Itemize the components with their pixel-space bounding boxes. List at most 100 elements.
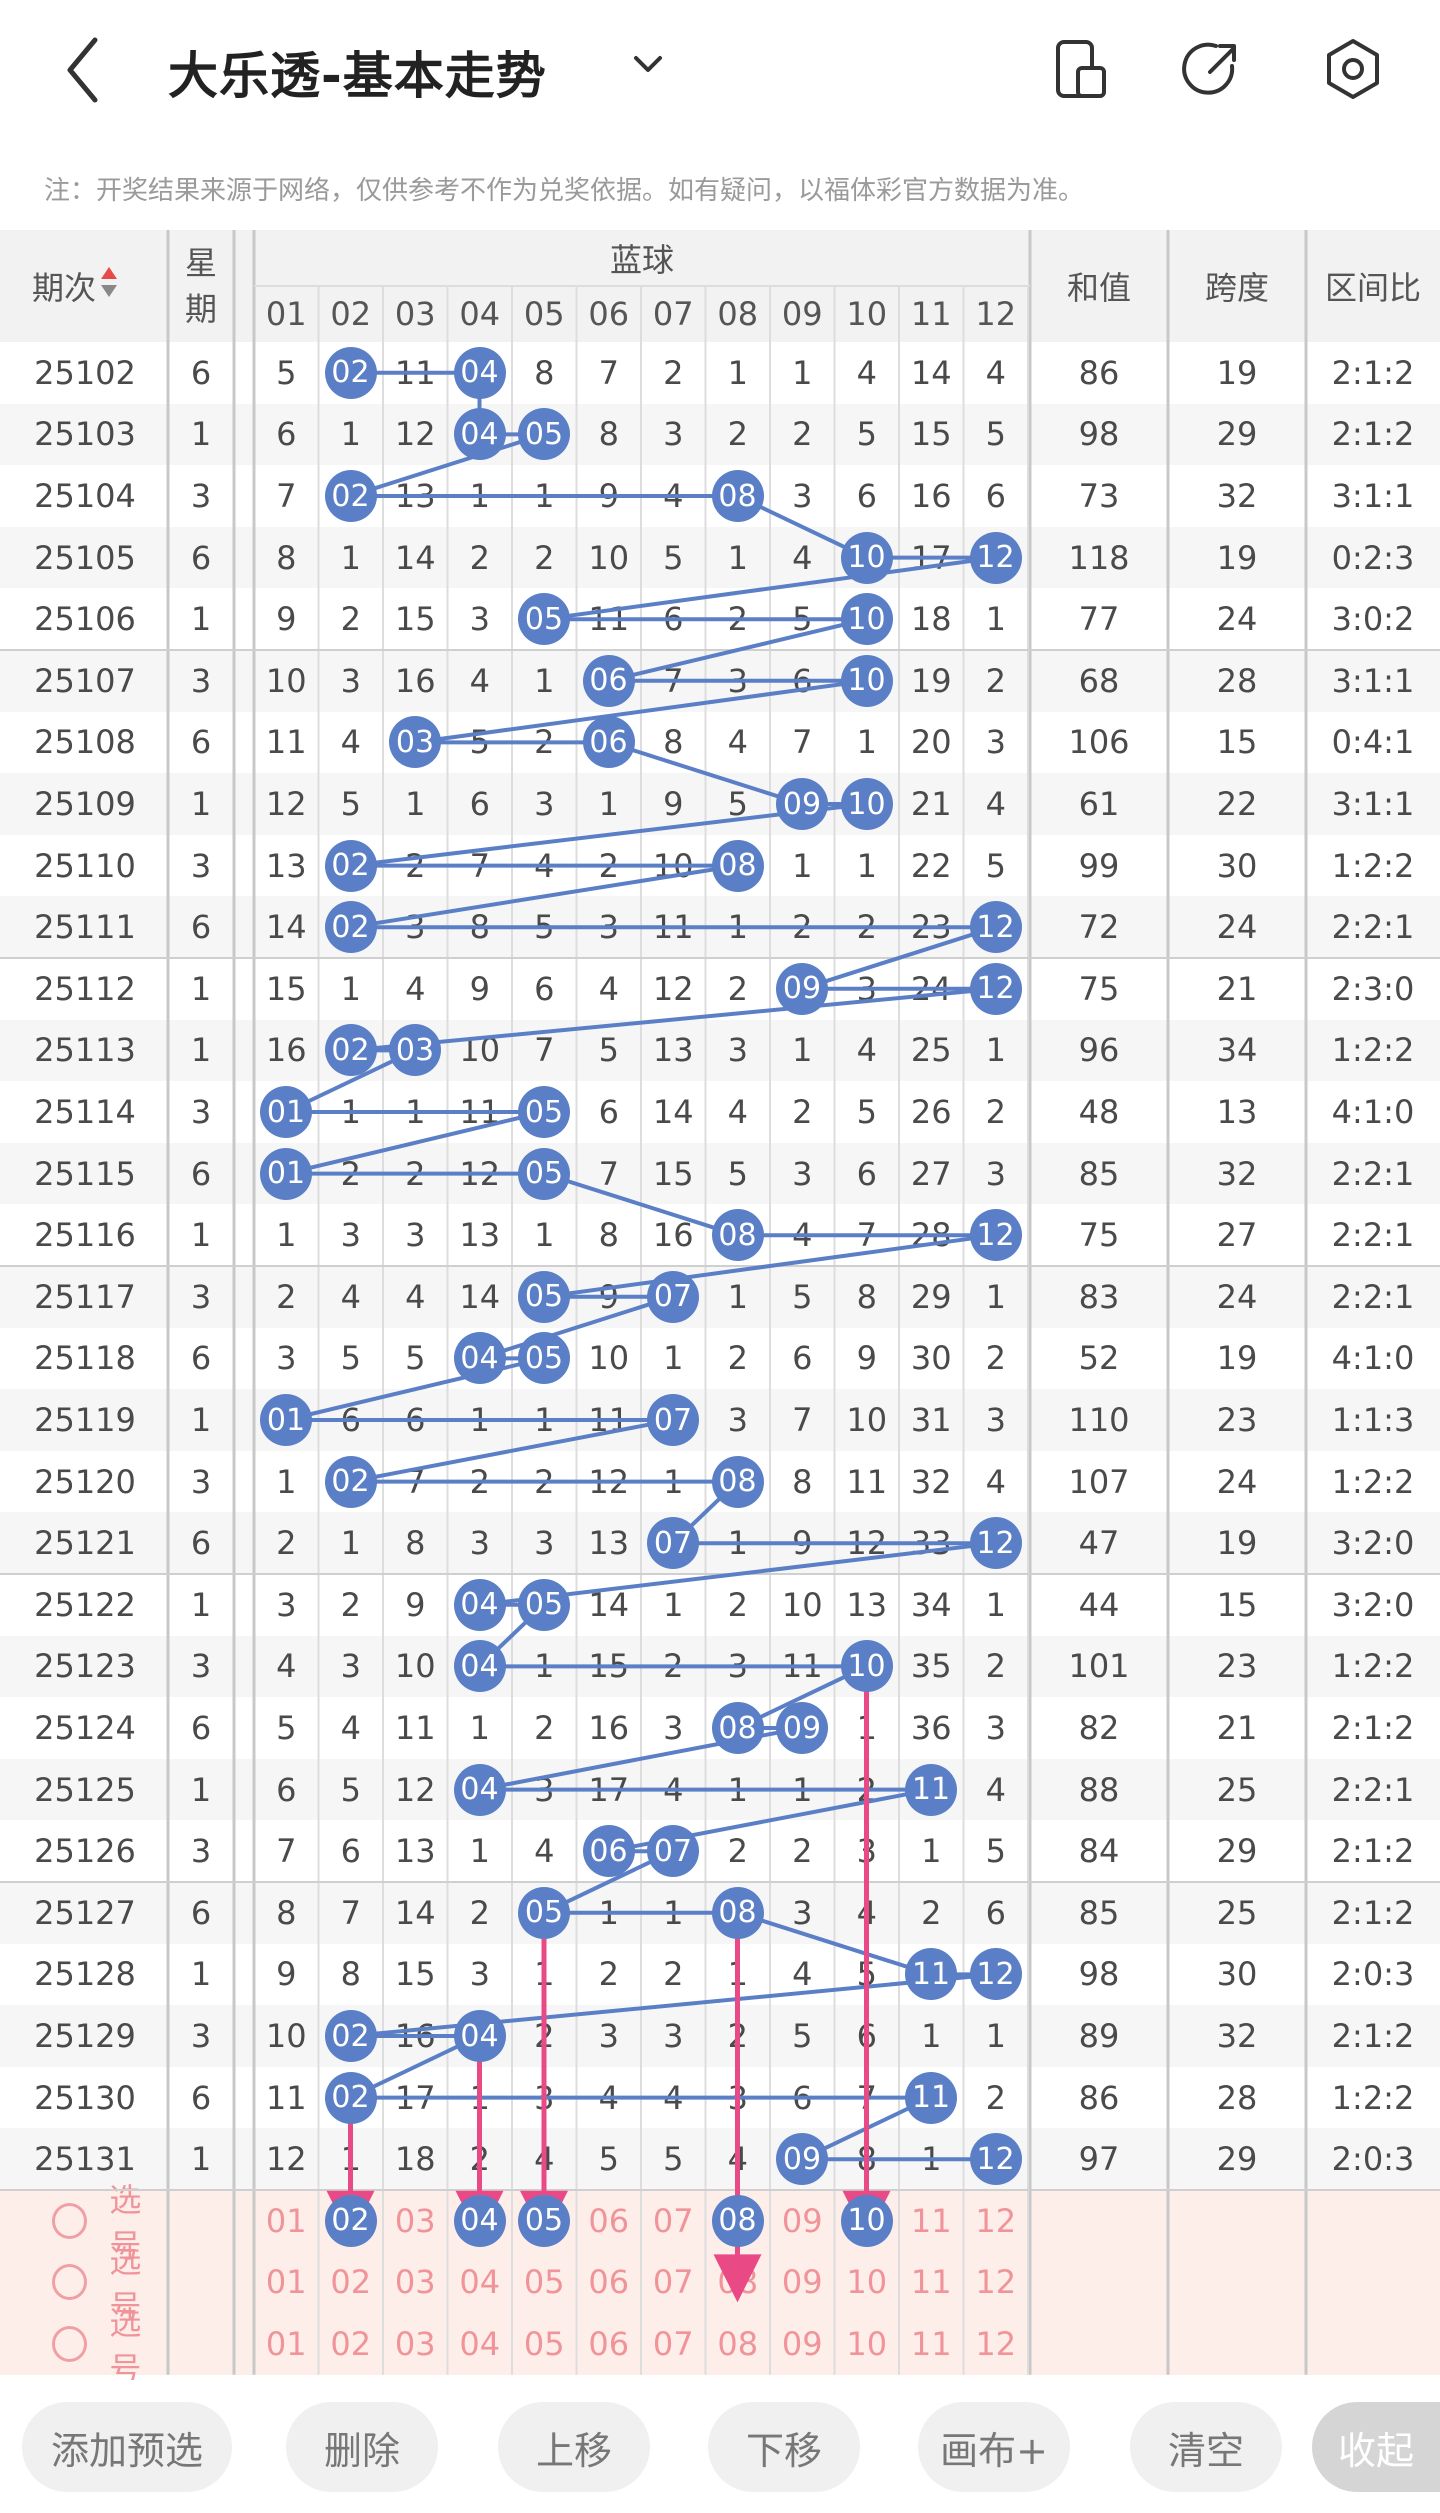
col-period-header[interactable]: 期次 — [20, 230, 130, 342]
pick-number[interactable]: 04 — [459, 2324, 501, 2363]
blue-miss-cell: 4 — [985, 1770, 1006, 1809]
blue-miss-cell: 3 — [534, 784, 555, 823]
sum-cell: 61 — [1078, 784, 1120, 823]
pick-number[interactable]: 06 — [588, 2201, 630, 2240]
pick-number[interactable]: 11 — [910, 2263, 952, 2302]
blue-miss-cell: 2 — [727, 1339, 748, 1378]
blue-miss-cell: 5 — [792, 2016, 813, 2055]
blue-ball: 10 — [840, 778, 893, 830]
blue-ball: 07 — [647, 1270, 699, 1323]
ratio-cell: 2:2:1 — [1331, 1770, 1415, 1809]
pick-row-radio[interactable]: 选号 — [52, 2242, 172, 2326]
blue-miss-cell: 3 — [469, 1524, 490, 1563]
pick-number[interactable]: 03 — [394, 2324, 436, 2363]
period-cell: 25120 — [34, 1462, 136, 1501]
pick-number[interactable]: 12 — [975, 2324, 1017, 2363]
span-cell: 27 — [1216, 1216, 1258, 1255]
settings-button[interactable] — [1320, 36, 1386, 102]
week-cell: 3 — [190, 1092, 212, 1131]
period-cell: 25113 — [34, 1031, 136, 1070]
blue-miss-cell: 10 — [265, 2016, 307, 2055]
pick-number[interactable]: 12 — [975, 2263, 1017, 2302]
blue-miss-cell: 4 — [727, 723, 748, 762]
delete-button[interactable]: 删除 — [286, 2402, 438, 2492]
disclaimer-notice: 注：开奖结果来源于网络，仅供参考不作为兑奖依据。如有疑问，以福体彩官方数据为准。 — [44, 176, 1085, 206]
row-background — [0, 1943, 1440, 2006]
trend-line — [478, 1294, 674, 1361]
radio-circle-icon[interactable] — [52, 2264, 88, 2301]
pick-number[interactable]: 07 — [652, 2201, 694, 2240]
add-preselect-button[interactable]: 添加预选 — [22, 2402, 232, 2492]
blue-miss-cell: 1 — [727, 353, 748, 392]
week-cell: 3 — [190, 661, 212, 700]
pick-number[interactable]: 01 — [265, 2263, 307, 2302]
back-button[interactable] — [50, 30, 120, 110]
blue-miss-cell: 3 — [727, 1031, 748, 1070]
pick-number[interactable]: 05 — [523, 2263, 565, 2302]
app-header: 大乐透-基本走势 — [0, 0, 1440, 145]
selected-pick-ball[interactable]: 08 — [711, 2194, 764, 2247]
ratio-cell: 2:3:0 — [1331, 969, 1415, 1008]
row-background — [0, 1266, 1440, 1328]
pick-number[interactable]: 11 — [910, 2201, 952, 2240]
blue-ball: 01 — [260, 1394, 312, 1446]
canvas-plus-button[interactable]: 画布+ — [918, 2402, 1070, 2492]
layout-toggle-button[interactable] — [1048, 36, 1114, 102]
blue-miss-cell: 6 — [985, 1893, 1006, 1932]
pick-number[interactable]: 09 — [781, 2201, 823, 2240]
pick-number[interactable]: 04 — [459, 2263, 501, 2302]
pick-number[interactable]: 09 — [781, 2263, 823, 2302]
selected-pick-ball[interactable]: 04 — [453, 2194, 506, 2247]
selected-pick-ball[interactable]: 05 — [518, 2194, 570, 2247]
pick-number[interactable]: 11 — [910, 2324, 952, 2363]
sort-icon[interactable] — [100, 265, 118, 307]
pick-number[interactable]: 09 — [781, 2324, 823, 2363]
pick-number[interactable]: 08 — [717, 2324, 759, 2363]
pick-number[interactable]: 12 — [975, 2201, 1017, 2240]
pick-number[interactable]: 10 — [846, 2324, 888, 2363]
radio-circle-icon[interactable] — [52, 2325, 88, 2362]
blue-miss-cell: 16 — [265, 1031, 307, 1070]
pick-number[interactable]: 01 — [265, 2201, 307, 2240]
pick-number[interactable]: 02 — [330, 2324, 372, 2363]
period-cell: 25130 — [34, 2078, 136, 2117]
blue-miss-cell: 3 — [276, 1585, 297, 1624]
pick-number[interactable]: 07 — [652, 2324, 694, 2363]
pick-number[interactable]: 03 — [394, 2201, 436, 2240]
sum-cell: 75 — [1078, 1216, 1120, 1255]
clear-button[interactable]: 清空 — [1130, 2402, 1282, 2492]
blue-miss-cell: 18 — [394, 2140, 436, 2179]
blue-miss-cell: 5 — [598, 2140, 619, 2179]
pick-number[interactable]: 06 — [588, 2324, 630, 2363]
ratio-cell: 2:1:2 — [1331, 1708, 1415, 1747]
blue-ball: 02 — [324, 470, 377, 522]
pick-number[interactable]: 10 — [846, 2263, 888, 2302]
span-cell: 29 — [1216, 415, 1258, 454]
pick-number[interactable]: 01 — [265, 2324, 307, 2363]
pick-number[interactable]: 07 — [652, 2263, 694, 2302]
pick-number[interactable]: 03 — [394, 2263, 436, 2302]
ratio-cell: 2:0:3 — [1331, 2140, 1415, 2179]
span-cell: 32 — [1216, 2016, 1258, 2055]
page-title[interactable]: 大乐透-基本走势 — [168, 47, 547, 105]
selected-pick-ball[interactable]: 10 — [840, 2194, 893, 2247]
col-week-header: 星期 — [168, 234, 234, 338]
title-dropdown-button[interactable] — [628, 44, 668, 84]
sum-cell: 85 — [1078, 1154, 1120, 1193]
blue-miss-cell: 5 — [792, 1277, 813, 1316]
phone-layout-icon — [1056, 40, 1106, 98]
pick-number[interactable]: 06 — [588, 2263, 630, 2302]
move-up-button[interactable]: 上移 — [498, 2402, 650, 2492]
pick-number[interactable]: 05 — [523, 2324, 565, 2363]
row-background — [0, 1327, 1440, 1390]
collapse-button[interactable]: 收起 — [1312, 2402, 1440, 2492]
move-down-button[interactable]: 下移 — [708, 2402, 860, 2492]
span-cell: 25 — [1216, 1893, 1258, 1932]
blue-miss-cell: 20 — [910, 723, 952, 762]
share-button[interactable] — [1180, 36, 1246, 102]
blue-miss-cell: 3 — [663, 2016, 684, 2055]
selected-pick-ball[interactable]: 02 — [324, 2194, 377, 2247]
radio-circle-icon[interactable] — [52, 2202, 88, 2239]
pick-row-radio[interactable]: 选号 — [52, 2181, 172, 2265]
pick-number[interactable]: 02 — [330, 2263, 372, 2302]
